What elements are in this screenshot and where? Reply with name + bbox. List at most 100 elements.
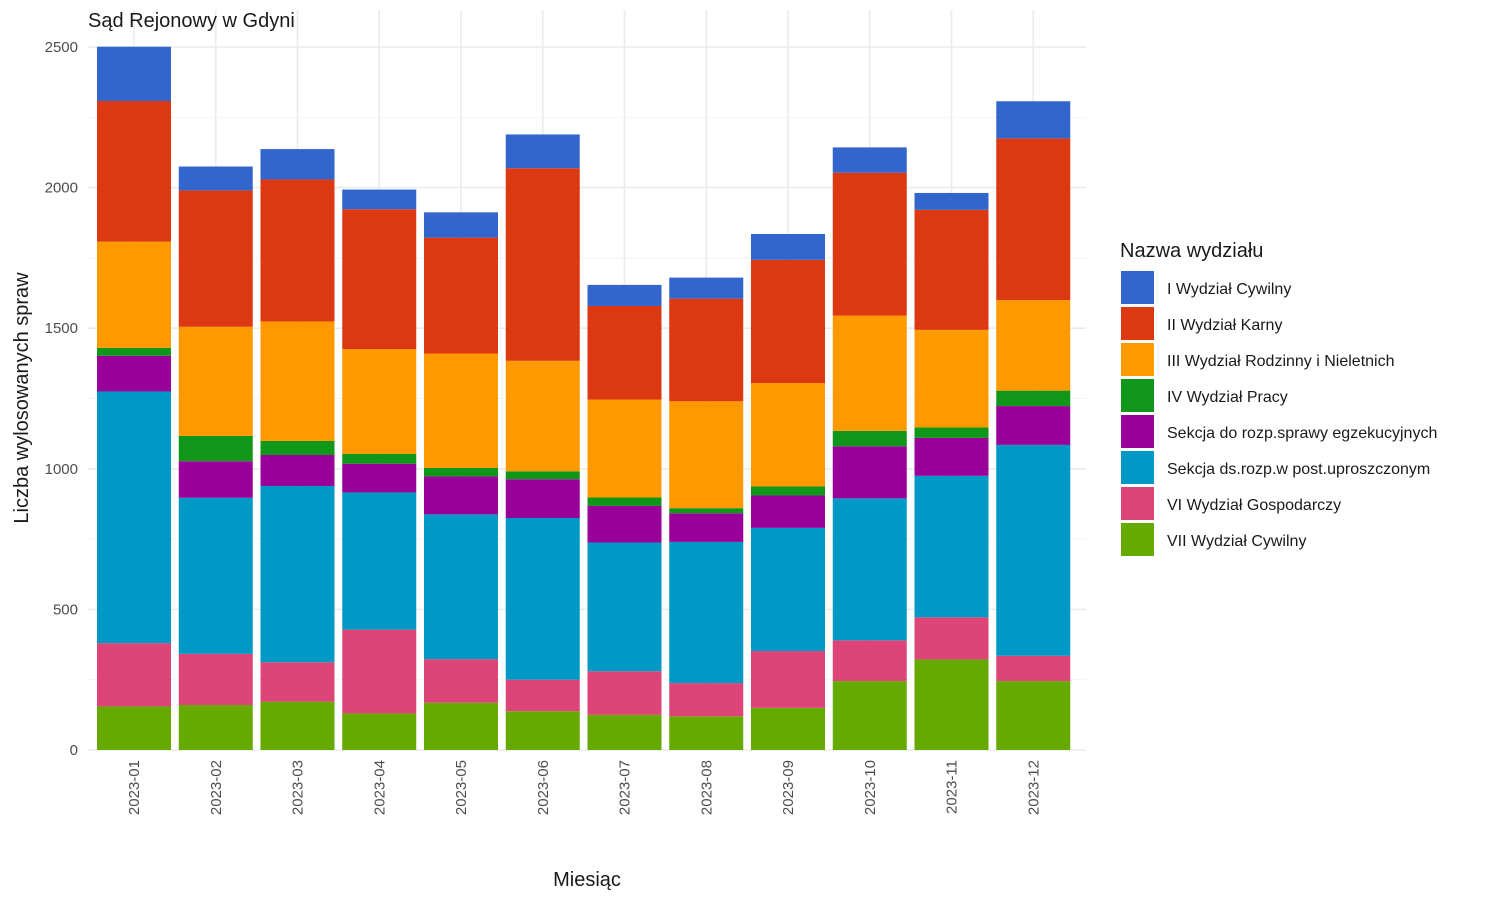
bar-segment (832, 147, 907, 173)
bar-segment (178, 190, 253, 327)
bar-segment (996, 101, 1071, 139)
legend-label: Sekcja ds.rozp.w post.uproszczonym (1167, 461, 1430, 478)
bar-segment (832, 640, 907, 682)
bar-segment (669, 277, 744, 299)
bar-segment (996, 681, 1071, 750)
x-tick-label: 2023-07 (617, 760, 634, 815)
bar-segment (587, 305, 662, 400)
y-tick-label: 1000 (45, 461, 78, 478)
bar-segment (505, 518, 580, 680)
x-tick-label: 2023-12 (1025, 760, 1042, 815)
legend-swatch (1121, 523, 1154, 556)
bar-segment (178, 166, 253, 191)
bar-segment (996, 655, 1071, 682)
bar-segment (424, 659, 498, 703)
y-tick-label: 500 (53, 601, 78, 618)
bar-segment (260, 321, 335, 441)
bar-segment (832, 446, 907, 499)
bar-segment (424, 702, 498, 750)
bar-segment (505, 471, 580, 480)
bar-segment (97, 391, 171, 644)
bar-segment (424, 237, 498, 354)
bar-segment (260, 149, 335, 180)
legend-swatch (1121, 343, 1154, 376)
bar-segment (505, 711, 580, 750)
bar-segment (505, 679, 580, 712)
bar-segment (996, 406, 1071, 445)
bar-segment (914, 437, 989, 476)
bar-segment (342, 492, 417, 630)
bar-segment (996, 444, 1071, 656)
bar-segment (342, 453, 417, 464)
bar-segment (178, 497, 253, 654)
bar-segment (97, 643, 171, 707)
bar-segment (914, 427, 989, 438)
bar-segment (97, 100, 171, 242)
bar-segment (832, 172, 907, 316)
bar-segment (178, 435, 253, 462)
bar-segment (342, 713, 417, 750)
bar-segment (342, 463, 417, 493)
bar-segment (669, 508, 744, 514)
bar-segment (751, 383, 825, 487)
bar-segment (424, 476, 498, 515)
x-tick-label: 2023-09 (780, 760, 797, 815)
bar-segment (669, 541, 744, 684)
legend-swatch (1121, 271, 1154, 304)
bar-segment (832, 498, 907, 641)
bar-segment (260, 701, 335, 750)
bar-segment (424, 467, 498, 477)
bar-segment (832, 681, 907, 750)
bar-segment (97, 46, 171, 101)
bar-segment (996, 138, 1071, 301)
bar-segment (914, 192, 989, 210)
bar-segment (97, 355, 171, 392)
bar-segment (669, 683, 744, 717)
bar-segment (751, 651, 825, 708)
bar-segment (260, 485, 335, 663)
bar-segment (505, 134, 580, 169)
bar-segment (669, 716, 744, 750)
bar-segment (914, 659, 989, 750)
y-axis-ticks: 0 500 1000 1500 2000 2500 (45, 39, 78, 759)
bar-segment (260, 662, 335, 702)
bar-segment (669, 513, 744, 542)
bar-segment (97, 706, 171, 750)
legend-label: VII Wydział Cywilny (1167, 533, 1306, 550)
legend-swatch (1121, 451, 1154, 484)
bar-segment (178, 653, 253, 706)
legend-swatch (1121, 415, 1154, 448)
bar-segment (587, 542, 662, 672)
bar-segment (587, 399, 662, 498)
x-tick-label: 2023-01 (126, 760, 143, 815)
bar-segment (424, 353, 498, 468)
bar-segment (260, 440, 335, 456)
bar-segment (505, 360, 580, 472)
bar-segment (342, 349, 417, 454)
bar-segment (587, 714, 662, 750)
bar-segment (505, 479, 580, 519)
bar-segment (587, 505, 662, 543)
y-tick-label: 2500 (45, 39, 78, 56)
bar-segment (587, 497, 662, 506)
x-tick-label: 2023-06 (535, 760, 552, 815)
bar-segment (751, 495, 825, 528)
x-tick-label: 2023-04 (371, 760, 388, 815)
y-tick-label: 1500 (45, 320, 78, 337)
bars (97, 46, 1071, 750)
bar-segment (751, 233, 825, 260)
bar-segment (97, 241, 171, 348)
legend-label: II Wydział Karny (1167, 317, 1282, 334)
x-tick-label: 2023-08 (698, 760, 715, 815)
bar-segment (587, 671, 662, 715)
legend-swatch (1121, 487, 1154, 520)
bar-segment (914, 209, 989, 330)
bar-segment (178, 705, 253, 750)
legend-label: I Wydział Cywilny (1167, 281, 1291, 298)
bar-segment (914, 329, 989, 428)
bar-segment (751, 486, 825, 496)
bar-segment (178, 461, 253, 498)
legend-swatch (1121, 379, 1154, 412)
x-tick-label: 2023-11 (944, 760, 961, 814)
bar-segment (914, 475, 989, 618)
